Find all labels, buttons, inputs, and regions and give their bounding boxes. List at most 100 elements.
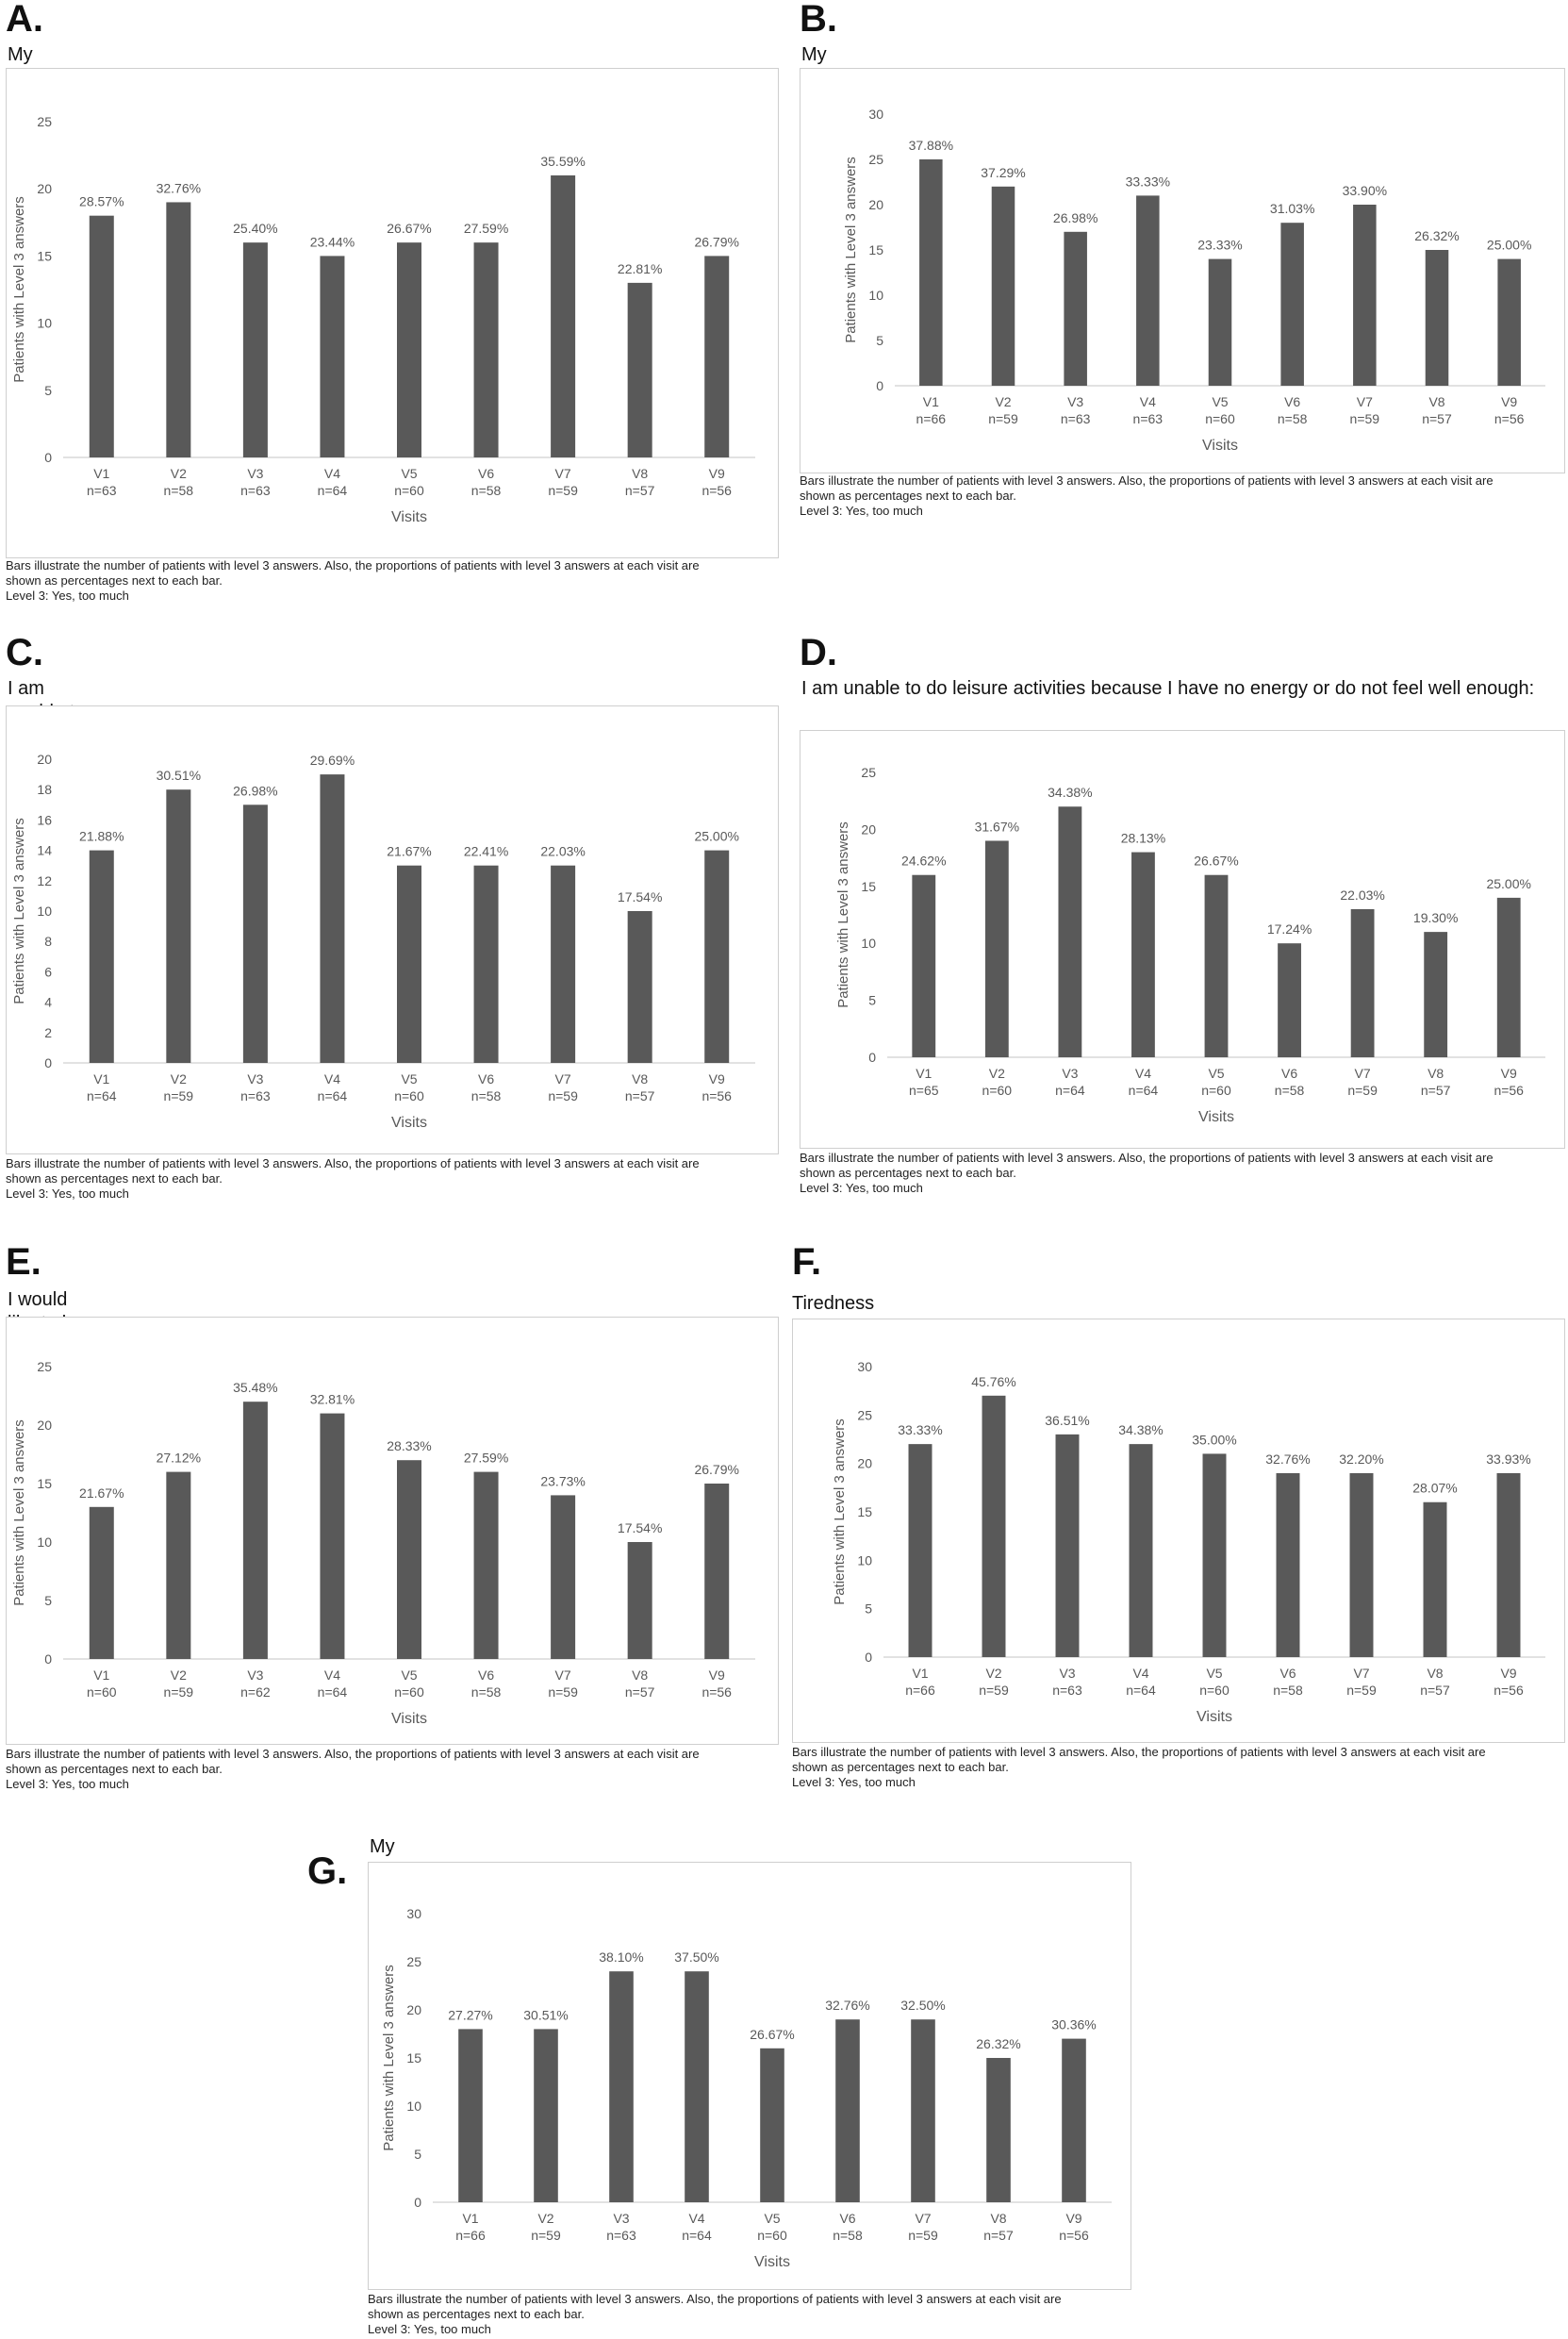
caption-line: Level 3: Yes, too much (792, 1775, 916, 1789)
bar (685, 1971, 709, 2202)
bar-chart: 0 5 10 15 20 25 28.57% V1 n=63 32.76% V2 n=58 25.40%… (11, 114, 755, 525)
data-label: 37.50% (674, 1949, 718, 1965)
data-label: 28.13% (1121, 831, 1165, 846)
y-tick-label: 6 (44, 964, 52, 979)
y-tick-label: 10 (406, 2098, 421, 2114)
bar (1496, 897, 1521, 1057)
y-tick-label: 5 (865, 1601, 872, 1617)
y-tick-label: 5 (876, 333, 883, 348)
x-tick-n-label: n=66 (455, 2228, 486, 2243)
x-tick-n-label: n=60 (757, 2228, 787, 2243)
x-tick-label: V3 (247, 1071, 263, 1087)
x-tick-label: V7 (915, 2211, 931, 2226)
x-tick-n-label: n=66 (916, 411, 947, 426)
caption-line: shown as percentages next to each bar. (6, 1171, 223, 1186)
y-tick-label: 12 (37, 873, 52, 888)
chart-caption: Bars illustrate the number of patients w… (6, 1747, 700, 1792)
x-tick-n-label: n=59 (979, 1683, 1009, 1698)
bar (1062, 2038, 1086, 2202)
x-tick-label: V8 (1428, 1066, 1444, 1081)
x-tick-label: V5 (401, 466, 417, 481)
bar-chart: 0 5 10 15 20 25 30 37.88% V1 n=66 37.29% V2 n=59 26.9… (843, 107, 1545, 454)
x-tick-n-label: n=60 (1205, 411, 1235, 426)
x-tick-n-label: n=64 (318, 1684, 348, 1700)
chart-frame: 0 2 4 6 8 10 12 14 16 18 20 21.88% V1 n=64 30.51% V2 n=5… (6, 705, 779, 1154)
data-label: 25.40% (233, 221, 277, 236)
x-tick-label: V6 (1279, 1666, 1296, 1681)
bar (911, 2019, 935, 2202)
data-label: 30.51% (157, 768, 201, 783)
y-tick-label: 14 (37, 843, 52, 858)
caption-line: Level 3: Yes, too much (800, 1181, 923, 1195)
x-tick-label: V1 (93, 466, 109, 481)
panel-letter: C. (6, 632, 43, 673)
bar (397, 1460, 421, 1659)
x-tick-label: V5 (401, 1071, 417, 1087)
x-tick-n-label: n=59 (1347, 1083, 1378, 1098)
chart-caption: Bars illustrate the number of patients w… (800, 1151, 1494, 1196)
y-tick-label: 0 (865, 1650, 872, 1665)
data-label: 23.73% (540, 1473, 585, 1488)
data-label: 28.57% (79, 194, 124, 209)
bar (984, 840, 1009, 1057)
y-tick-label: 5 (44, 383, 52, 398)
bar (473, 865, 499, 1063)
y-tick-label: 25 (861, 765, 876, 780)
bar-chart: 0 5 10 15 20 25 24.62% V1 n=65 31.67% V2 n=60 34.38%… (835, 765, 1545, 1125)
x-tick-label: V6 (478, 1667, 494, 1683)
data-label: 26.98% (233, 783, 277, 798)
data-label: 27.59% (464, 221, 508, 236)
x-tick-label: V6 (478, 466, 494, 481)
x-tick-label: V9 (1500, 1666, 1516, 1681)
data-label: 23.44% (310, 234, 355, 249)
x-tick-label: V7 (1355, 1066, 1371, 1081)
bar (704, 850, 730, 1063)
bar (1064, 231, 1087, 386)
y-tick-label: 20 (857, 1456, 872, 1471)
x-tick-label: V5 (764, 2211, 780, 2226)
x-tick-n-label: n=59 (531, 2228, 561, 2243)
data-label: 31.67% (975, 819, 1019, 834)
bar (1424, 932, 1448, 1057)
x-tick-label: V9 (709, 466, 725, 481)
data-label: 30.36% (1051, 2017, 1096, 2032)
x-tick-n-label: n=57 (983, 2228, 1014, 2243)
bar (760, 2048, 784, 2202)
bar (1131, 852, 1155, 1057)
data-label: 26.67% (387, 221, 431, 236)
x-tick-label: V8 (632, 1071, 648, 1087)
y-tick-label: 0 (44, 1651, 52, 1667)
y-tick-label: 10 (37, 904, 52, 919)
bar (1129, 1444, 1153, 1657)
x-tick-n-label: n=58 (1275, 1083, 1305, 1098)
x-tick-label: V2 (537, 2211, 553, 2226)
data-label: 22.03% (540, 844, 585, 859)
chart-frame: 0 5 10 15 20 25 30 27.27% V1 n=66 30.51% V2 n=59 38.1… (368, 1862, 1131, 2290)
data-label: 21.67% (387, 844, 431, 859)
bar (397, 242, 421, 457)
caption-line: Bars illustrate the number of patients w… (792, 1745, 1486, 1759)
x-tick-n-label: n=65 (909, 1083, 939, 1098)
caption-line: Level 3: Yes, too much (6, 1186, 129, 1201)
x-tick-label: V9 (1501, 1066, 1517, 1081)
x-tick-n-label: n=60 (394, 1684, 424, 1700)
x-tick-n-label: n=56 (1059, 2228, 1089, 2243)
x-tick-label: V5 (401, 1667, 417, 1683)
caption-line: Level 3: Yes, too much (6, 589, 129, 603)
x-tick-n-label: n=59 (548, 483, 578, 498)
x-tick-n-label: n=60 (394, 483, 424, 498)
data-label: 22.03% (1340, 887, 1384, 903)
caption-line: shown as percentages next to each bar. (368, 2307, 585, 2321)
x-tick-n-label: n=62 (240, 1684, 271, 1700)
y-tick-label: 25 (37, 1359, 52, 1374)
x-tick-n-label: n=56 (1494, 411, 1525, 426)
data-label: 27.59% (464, 1451, 508, 1466)
bar (89, 850, 114, 1063)
data-label: 22.81% (618, 261, 662, 276)
y-tick-label: 15 (868, 242, 883, 257)
data-label: 25.00% (694, 829, 738, 844)
data-label: 26.98% (1053, 210, 1098, 225)
data-label: 26.32% (1414, 228, 1459, 243)
data-label: 31.03% (1270, 201, 1314, 216)
x-tick-label: V4 (1135, 1066, 1151, 1081)
